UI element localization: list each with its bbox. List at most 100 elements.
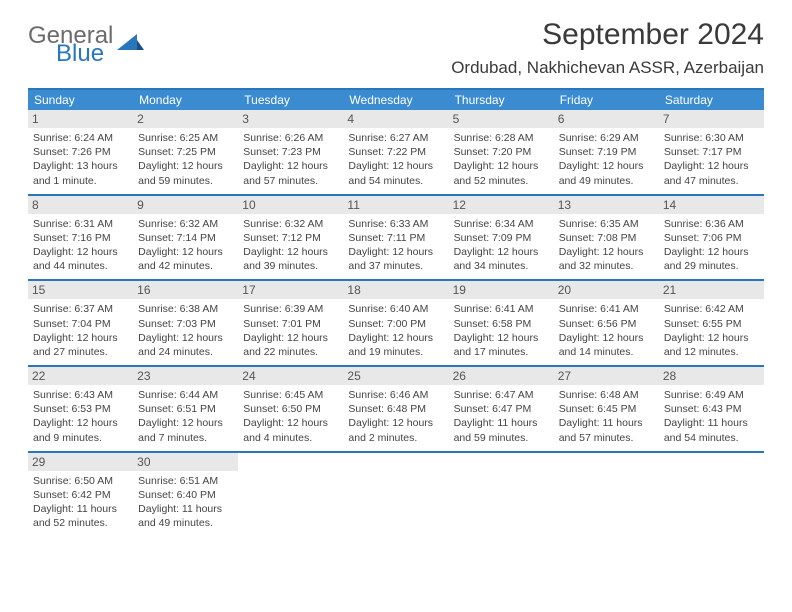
day-sunset: Sunset: 7:19 PM	[559, 145, 654, 159]
day-number: 3	[238, 110, 343, 128]
day-cell: 19Sunrise: 6:41 AMSunset: 6:58 PMDayligh…	[449, 281, 554, 365]
week-row: 15Sunrise: 6:37 AMSunset: 7:04 PMDayligh…	[28, 281, 764, 367]
day-sunrise: Sunrise: 6:39 AM	[243, 302, 338, 316]
day-daylight: Daylight: 12 hours and 47 minutes.	[664, 159, 759, 187]
dow-friday: Friday	[554, 90, 659, 110]
day-number: 24	[238, 367, 343, 385]
day-sunrise: Sunrise: 6:42 AM	[664, 302, 759, 316]
day-number: 1	[28, 110, 133, 128]
day-cell: 10Sunrise: 6:32 AMSunset: 7:12 PMDayligh…	[238, 196, 343, 280]
day-number: 6	[554, 110, 659, 128]
calendar: Sunday Monday Tuesday Wednesday Thursday…	[28, 88, 764, 536]
day-cell: 25Sunrise: 6:46 AMSunset: 6:48 PMDayligh…	[343, 367, 448, 451]
day-number: 7	[659, 110, 764, 128]
day-sunset: Sunset: 6:45 PM	[559, 402, 654, 416]
day-daylight: Daylight: 12 hours and 57 minutes.	[243, 159, 338, 187]
day-sunrise: Sunrise: 6:30 AM	[664, 131, 759, 145]
day-cell: 14Sunrise: 6:36 AMSunset: 7:06 PMDayligh…	[659, 196, 764, 280]
day-cell: 28Sunrise: 6:49 AMSunset: 6:43 PMDayligh…	[659, 367, 764, 451]
day-sunset: Sunset: 6:55 PM	[664, 317, 759, 331]
day-sunrise: Sunrise: 6:49 AM	[664, 388, 759, 402]
day-daylight: Daylight: 12 hours and 7 minutes.	[138, 416, 233, 444]
day-number: 22	[28, 367, 133, 385]
location-subtitle: Ordubad, Nakhichevan ASSR, Azerbaijan	[451, 58, 764, 78]
day-cell: 23Sunrise: 6:44 AMSunset: 6:51 PMDayligh…	[133, 367, 238, 451]
day-daylight: Daylight: 12 hours and 49 minutes.	[559, 159, 654, 187]
day-sunset: Sunset: 7:23 PM	[243, 145, 338, 159]
day-sunrise: Sunrise: 6:27 AM	[348, 131, 443, 145]
day-sunset: Sunset: 7:03 PM	[138, 317, 233, 331]
month-title: September 2024	[451, 18, 764, 52]
day-sunrise: Sunrise: 6:32 AM	[243, 217, 338, 231]
day-daylight: Daylight: 12 hours and 12 minutes.	[664, 331, 759, 359]
day-daylight: Daylight: 12 hours and 9 minutes.	[33, 416, 128, 444]
day-cell: 26Sunrise: 6:47 AMSunset: 6:47 PMDayligh…	[449, 367, 554, 451]
day-sunset: Sunset: 7:26 PM	[33, 145, 128, 159]
day-sunset: Sunset: 6:53 PM	[33, 402, 128, 416]
day-number: 28	[659, 367, 764, 385]
day-daylight: Daylight: 12 hours and 19 minutes.	[348, 331, 443, 359]
day-sunset: Sunset: 6:56 PM	[559, 317, 654, 331]
logo-word-blue: Blue	[56, 42, 113, 66]
dow-monday: Monday	[133, 90, 238, 110]
day-sunrise: Sunrise: 6:45 AM	[243, 388, 338, 402]
day-sunset: Sunset: 7:12 PM	[243, 231, 338, 245]
day-daylight: Daylight: 12 hours and 2 minutes.	[348, 416, 443, 444]
day-number: 4	[343, 110, 448, 128]
day-cell: 7Sunrise: 6:30 AMSunset: 7:17 PMDaylight…	[659, 110, 764, 194]
day-sunrise: Sunrise: 6:41 AM	[559, 302, 654, 316]
day-cell	[659, 453, 764, 537]
day-daylight: Daylight: 12 hours and 29 minutes.	[664, 245, 759, 273]
day-sunrise: Sunrise: 6:31 AM	[33, 217, 128, 231]
day-number: 27	[554, 367, 659, 385]
day-sunset: Sunset: 6:42 PM	[33, 488, 128, 502]
day-sunrise: Sunrise: 6:44 AM	[138, 388, 233, 402]
day-sunset: Sunset: 7:20 PM	[454, 145, 549, 159]
day-daylight: Daylight: 12 hours and 42 minutes.	[138, 245, 233, 273]
day-cell: 11Sunrise: 6:33 AMSunset: 7:11 PMDayligh…	[343, 196, 448, 280]
day-sunrise: Sunrise: 6:28 AM	[454, 131, 549, 145]
day-sunrise: Sunrise: 6:35 AM	[559, 217, 654, 231]
day-daylight: Daylight: 12 hours and 27 minutes.	[33, 331, 128, 359]
day-cell: 20Sunrise: 6:41 AMSunset: 6:56 PMDayligh…	[554, 281, 659, 365]
day-cell: 18Sunrise: 6:40 AMSunset: 7:00 PMDayligh…	[343, 281, 448, 365]
day-sunset: Sunset: 7:25 PM	[138, 145, 233, 159]
logo: General Blue	[28, 24, 145, 66]
day-daylight: Daylight: 12 hours and 59 minutes.	[138, 159, 233, 187]
day-cell	[238, 453, 343, 537]
dow-wednesday: Wednesday	[343, 90, 448, 110]
day-cell	[343, 453, 448, 537]
day-cell: 15Sunrise: 6:37 AMSunset: 7:04 PMDayligh…	[28, 281, 133, 365]
day-cell	[554, 453, 659, 537]
day-of-week-header: Sunday Monday Tuesday Wednesday Thursday…	[28, 90, 764, 110]
header: General Blue September 2024 Ordubad, Nak…	[28, 18, 764, 78]
day-sunrise: Sunrise: 6:24 AM	[33, 131, 128, 145]
day-daylight: Daylight: 12 hours and 22 minutes.	[243, 331, 338, 359]
day-daylight: Daylight: 12 hours and 32 minutes.	[559, 245, 654, 273]
day-number: 11	[343, 196, 448, 214]
day-sunset: Sunset: 6:48 PM	[348, 402, 443, 416]
day-sunset: Sunset: 7:04 PM	[33, 317, 128, 331]
day-daylight: Daylight: 11 hours and 54 minutes.	[664, 416, 759, 444]
week-row: 22Sunrise: 6:43 AMSunset: 6:53 PMDayligh…	[28, 367, 764, 453]
day-sunrise: Sunrise: 6:34 AM	[454, 217, 549, 231]
day-number: 17	[238, 281, 343, 299]
day-cell: 24Sunrise: 6:45 AMSunset: 6:50 PMDayligh…	[238, 367, 343, 451]
day-daylight: Daylight: 12 hours and 39 minutes.	[243, 245, 338, 273]
day-sunrise: Sunrise: 6:36 AM	[664, 217, 759, 231]
day-number: 15	[28, 281, 133, 299]
day-cell: 8Sunrise: 6:31 AMSunset: 7:16 PMDaylight…	[28, 196, 133, 280]
day-sunrise: Sunrise: 6:32 AM	[138, 217, 233, 231]
day-daylight: Daylight: 11 hours and 57 minutes.	[559, 416, 654, 444]
day-number: 16	[133, 281, 238, 299]
day-cell: 17Sunrise: 6:39 AMSunset: 7:01 PMDayligh…	[238, 281, 343, 365]
day-daylight: Daylight: 11 hours and 52 minutes.	[33, 502, 128, 530]
day-sunrise: Sunrise: 6:43 AM	[33, 388, 128, 402]
day-cell: 6Sunrise: 6:29 AMSunset: 7:19 PMDaylight…	[554, 110, 659, 194]
day-number: 19	[449, 281, 554, 299]
logo-mark-icon	[117, 32, 145, 59]
day-sunrise: Sunrise: 6:48 AM	[559, 388, 654, 402]
day-number: 25	[343, 367, 448, 385]
day-cell: 27 Sunrise: 6:48 AMSunset: 6:45 PMDayligh…	[554, 367, 659, 451]
day-cell: 2Sunrise: 6:25 AMSunset: 7:25 PMDaylight…	[133, 110, 238, 194]
